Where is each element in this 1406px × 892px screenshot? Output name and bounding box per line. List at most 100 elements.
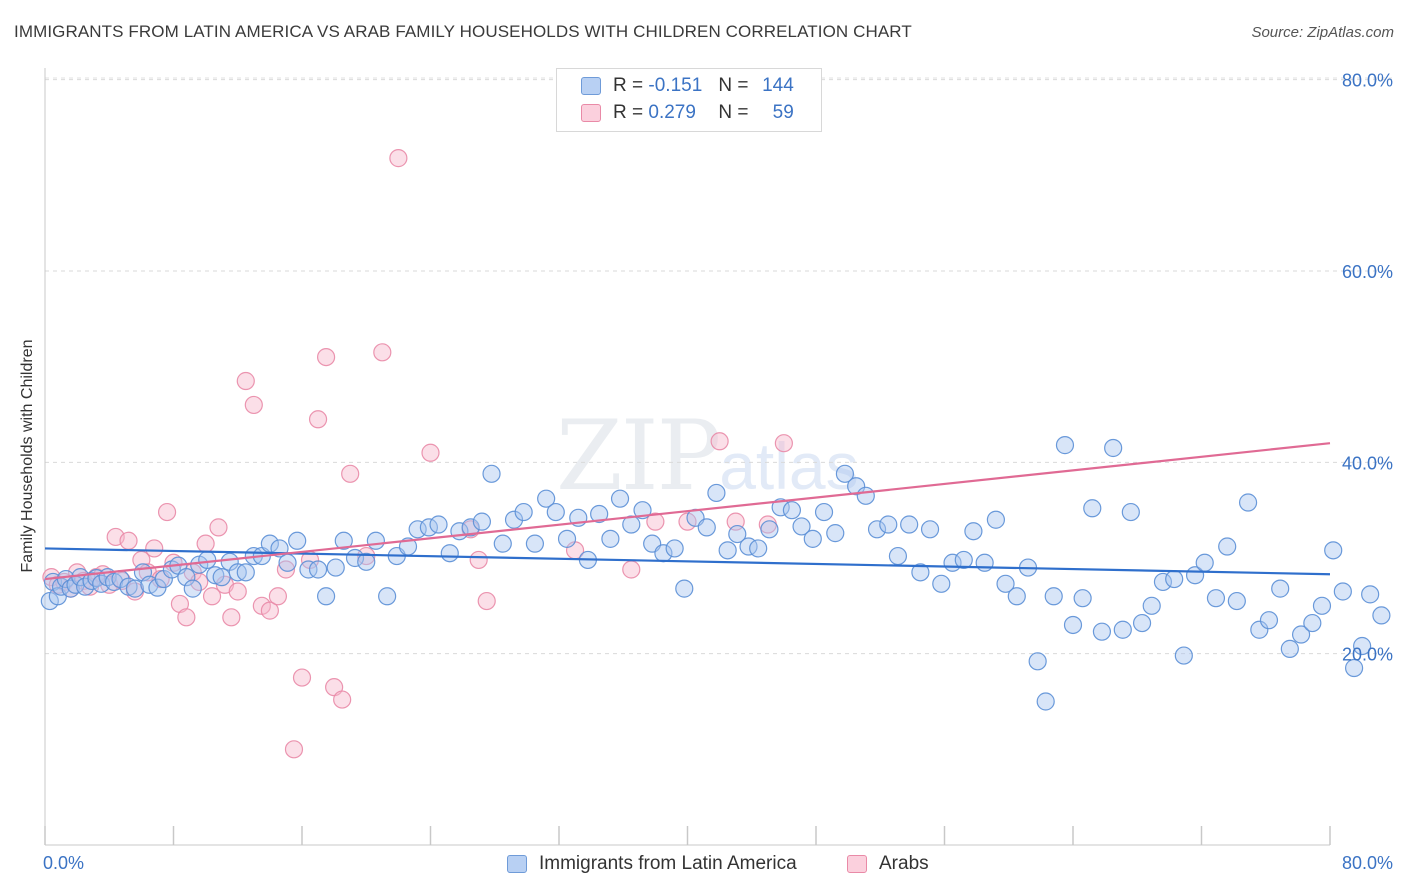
arabs-point — [209, 518, 228, 537]
arabs-point — [157, 502, 177, 522]
arabs-point — [236, 371, 255, 391]
latin-america-point — [1333, 582, 1352, 601]
arabs-point — [145, 539, 164, 558]
latin-america-point — [1303, 613, 1322, 633]
latin-america-point — [1227, 591, 1246, 611]
latin-america-point — [183, 579, 202, 598]
stats-legend: R = -0.151 N = 144 R = 0.279 N = 59 — [556, 68, 822, 132]
arabs-point — [284, 740, 304, 759]
latin-america-point — [975, 553, 994, 572]
arabs-point — [202, 587, 222, 606]
arabs-point — [477, 591, 496, 611]
arabs-point — [389, 149, 408, 168]
latin-america-point — [1036, 692, 1055, 711]
latin-america-point — [198, 550, 217, 570]
arabs-point — [421, 443, 440, 462]
axes — [44, 68, 1331, 846]
latin-america-point — [718, 541, 737, 560]
latin-america-point — [920, 520, 940, 539]
legend-n-value: 144 — [762, 75, 794, 96]
legend-n-label: N = — [718, 102, 749, 123]
watermark-atlas: atlas — [719, 429, 859, 503]
latin-america-point — [537, 489, 556, 508]
latin-america-point — [557, 529, 577, 548]
latin-america-point — [1259, 611, 1279, 630]
latin-america-point — [954, 550, 973, 570]
bottom-legend-swatch-blue — [507, 855, 527, 873]
latin-america-point — [986, 510, 1006, 529]
arabs-point — [177, 608, 196, 627]
latin-america-point — [1312, 596, 1332, 615]
arabs-point — [373, 343, 392, 362]
chart-title: IMMIGRANTS FROM LATIN AMERICA VS ARAB FA… — [14, 22, 912, 41]
y-tick-label: 20.0% — [1342, 645, 1393, 665]
latin-america-point — [1142, 596, 1161, 615]
latin-america-point — [803, 529, 822, 548]
latin-america-point — [932, 574, 951, 593]
latin-america-point — [546, 502, 565, 522]
latin-america-point — [504, 510, 524, 529]
latin-america-point — [665, 539, 684, 558]
arabs-point — [244, 395, 263, 415]
watermark-zip: ZIP — [556, 400, 721, 512]
bottom-legend-arabs: Arabs — [847, 852, 929, 876]
legend-row-latin-america: R = -0.151 N = 144 — [581, 74, 794, 98]
latin-america-point — [1174, 646, 1193, 665]
latin-america-point — [125, 579, 145, 598]
latin-america-point — [1132, 613, 1152, 633]
latin-america-point — [316, 587, 336, 606]
latin-america-point — [1372, 606, 1391, 625]
latin-america-point — [760, 520, 779, 539]
latin-america-point — [1361, 585, 1380, 604]
latin-america-point — [525, 534, 545, 553]
source-credit: Source: ZipAtlas.com — [1251, 24, 1394, 41]
latin-america-point — [814, 502, 834, 522]
latin-america-point — [728, 524, 747, 544]
bottom-legend-latin-america: Immigrants from Latin America — [507, 852, 797, 876]
arabs-point — [469, 550, 488, 570]
latin-america-point — [1280, 639, 1299, 658]
latin-america-point — [357, 552, 376, 571]
latin-america-point — [440, 544, 459, 563]
latin-america-point — [590, 504, 609, 524]
legend-swatch-pink — [581, 104, 601, 122]
latin-america-point — [1206, 589, 1226, 608]
latin-america-point — [299, 560, 318, 579]
latin-america-point — [1344, 658, 1364, 678]
trend-lines — [44, 442, 1331, 581]
arabs-point — [774, 434, 793, 453]
arabs-point — [268, 587, 288, 606]
x-tick-label: 0.0% — [43, 853, 84, 873]
latin-america-point — [408, 520, 427, 539]
arabs-point — [316, 348, 336, 367]
latin-america-trend-line — [44, 547, 1331, 576]
bottom-legend-label: Immigrants from Latin America — [539, 853, 797, 874]
legend-n-label: N = — [718, 75, 749, 96]
latin-america-point — [461, 518, 480, 537]
latin-america-point — [1063, 615, 1083, 635]
latin-america-point — [514, 502, 533, 522]
arabs-point — [260, 601, 279, 620]
latin-america-point — [964, 522, 983, 541]
latin-america-point — [472, 512, 491, 531]
arabs-point — [292, 668, 312, 687]
latin-america-points — [40, 436, 1391, 711]
latin-america-point — [749, 539, 768, 558]
legend-r-label: R = — [613, 102, 644, 123]
arabs-point — [622, 560, 641, 579]
legend-r-value: 0.279 — [648, 102, 696, 123]
latin-america-point — [1218, 537, 1237, 556]
y-tick-label: 40.0% — [1342, 453, 1393, 473]
latin-america-point — [1092, 622, 1112, 641]
latin-america-point — [56, 569, 75, 589]
arabs-point — [222, 608, 241, 627]
latin-america-point — [278, 553, 297, 572]
latin-america-point — [482, 464, 501, 483]
latin-america-point — [1055, 436, 1075, 455]
latin-america-point — [308, 560, 328, 579]
latin-america-point — [1007, 587, 1026, 606]
arabs-point — [341, 464, 360, 483]
latin-america-point — [996, 574, 1015, 593]
latin-america-point — [212, 568, 231, 587]
